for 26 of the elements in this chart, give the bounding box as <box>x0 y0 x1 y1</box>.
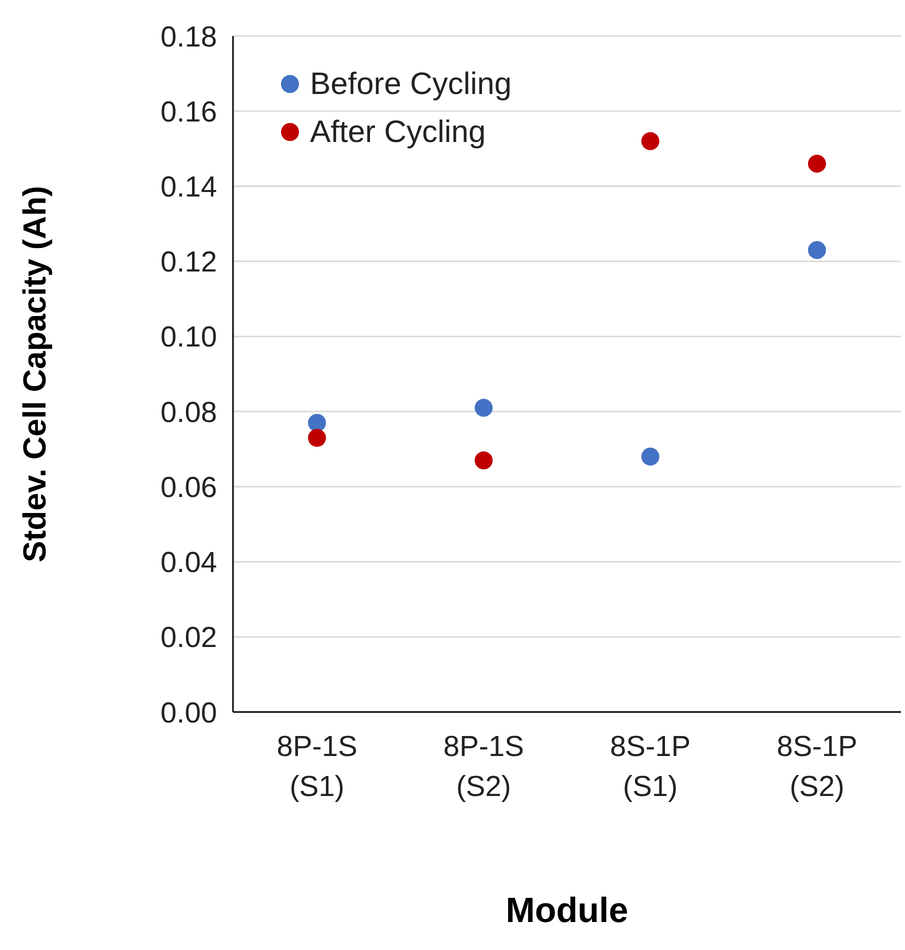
x-tick-label: 8P-1S (S1) <box>276 731 358 803</box>
y-tick-label: 0.10 <box>160 322 217 354</box>
point <box>308 428 326 447</box>
x-axis-title: Module <box>506 891 628 930</box>
y-axis-title: Stdev. Cell Capacity (Ah) <box>16 186 52 562</box>
point <box>641 132 660 150</box>
y-tick-label: 0.06 <box>160 472 217 504</box>
y-tick-label: 0.16 <box>160 96 217 128</box>
y-tick-label: 0.18 <box>160 21 217 54</box>
y-tick-label: 0.08 <box>160 396 217 429</box>
point <box>641 448 660 466</box>
point <box>474 451 493 470</box>
point <box>808 241 826 260</box>
point <box>308 414 326 432</box>
y-tick-label: 0.02 <box>160 622 217 654</box>
y-tick-label: 0.00 <box>160 697 217 730</box>
point <box>474 398 493 417</box>
y-tick-label: 0.14 <box>160 172 217 204</box>
y-tick-label: 0.04 <box>160 547 217 580</box>
point <box>808 154 826 173</box>
legend-label: Before Cycling <box>310 65 512 103</box>
legend-label: After Cycling <box>310 113 486 151</box>
y-tick-label: 0.12 <box>160 246 217 279</box>
x-tick-label: 8S-1P (S2) <box>776 731 858 803</box>
x-tick-label: 8P-1S (S2) <box>443 731 524 803</box>
x-tick-label: 8S-1P (S1) <box>610 731 691 803</box>
